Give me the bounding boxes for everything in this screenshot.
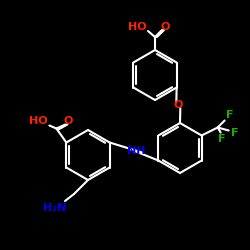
Text: NH: NH [127,146,145,156]
Text: O: O [64,116,73,126]
Text: HO: HO [29,116,48,126]
Text: F: F [218,134,226,143]
Text: F: F [226,110,234,120]
Text: H₂N: H₂N [43,203,67,213]
Text: HO: HO [128,22,146,32]
Text: O: O [174,100,183,110]
Text: F: F [231,128,238,138]
Text: O: O [160,22,170,32]
